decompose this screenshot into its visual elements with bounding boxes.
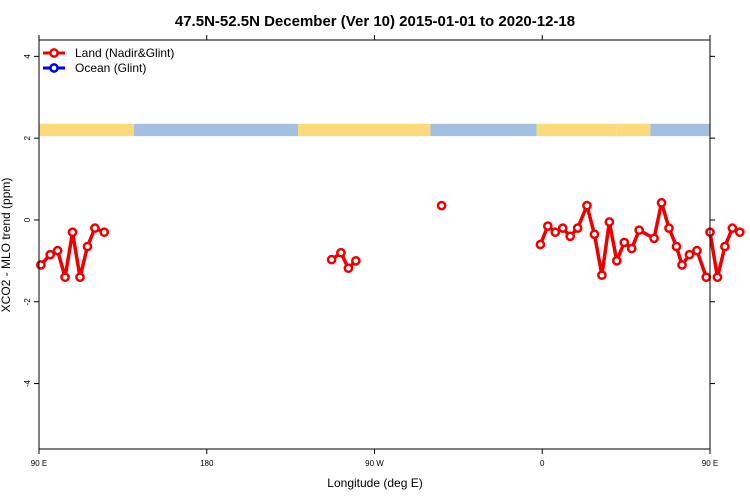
data-point	[75, 272, 85, 283]
legend-marker	[49, 48, 59, 58]
x-axis: 90 E 180 90 W 0 90 E	[31, 35, 718, 468]
strip-land-segment	[536, 123, 617, 137]
data-point	[99, 227, 110, 238]
data-point	[734, 227, 745, 238]
data-point	[684, 249, 695, 260]
data-point	[326, 254, 337, 265]
data-point	[60, 272, 70, 283]
data-point	[597, 270, 607, 281]
data-point	[656, 197, 667, 208]
series-line	[538, 201, 708, 278]
data-point	[671, 241, 682, 252]
data-point	[582, 200, 592, 211]
strip-ocean-segment	[650, 123, 710, 137]
data-point	[535, 239, 546, 250]
data-point	[692, 245, 702, 256]
data-point	[649, 233, 659, 244]
data-point	[677, 260, 687, 270]
data-point	[626, 243, 637, 254]
data-point	[604, 217, 615, 227]
data-point	[336, 247, 346, 258]
y-tick-label: 2	[23, 135, 32, 140]
series-line	[330, 250, 358, 270]
y-axis: 4 2 0 -2 -4	[23, 54, 715, 387]
data-point	[82, 241, 93, 252]
y-tick-label: 0	[23, 217, 32, 222]
data-point	[550, 227, 561, 238]
y-tick-label: -2	[23, 298, 32, 306]
x-tick-label: 0	[540, 459, 545, 468]
data-point	[664, 223, 674, 233]
data-point	[619, 237, 630, 248]
data-series	[36, 197, 745, 283]
strip-ocean-segment	[430, 123, 537, 137]
x-axis-label: Longitude (deg E)	[327, 476, 422, 490]
data-point	[727, 223, 738, 233]
data-point	[634, 225, 645, 236]
strip-ocean-segment	[134, 123, 299, 137]
plot-frame	[38, 39, 711, 450]
land-ocean-strip	[39, 123, 710, 137]
data-point	[52, 245, 63, 256]
data-point	[351, 256, 361, 266]
data-point	[565, 231, 576, 242]
data-point	[712, 272, 723, 283]
data-point	[589, 229, 600, 240]
data-point	[611, 256, 622, 266]
y-tick-label: -4	[23, 379, 32, 387]
x-tick-label: 90 E	[31, 459, 47, 468]
legend-marker	[49, 63, 59, 73]
x-tick-label: 180	[200, 459, 214, 468]
legend-label: Land (Nadir&Glint)	[75, 46, 174, 60]
data-point	[436, 200, 447, 211]
legend: Land (Nadir&Glint)Ocean (Glint)	[43, 46, 174, 75]
data-point	[343, 263, 354, 274]
data-point	[67, 227, 78, 238]
y-axis-label: XCO2 - MLO trend (ppm)	[0, 178, 13, 313]
data-point	[90, 223, 100, 233]
data-point	[36, 260, 46, 270]
data-point	[557, 223, 568, 233]
strip-land-segment	[39, 123, 135, 137]
legend-label: Ocean (Glint)	[75, 61, 146, 75]
y-tick-label: 4	[23, 54, 32, 59]
data-point	[572, 223, 583, 233]
x-tick-label: 90 W	[365, 459, 384, 468]
strip-land-segment	[616, 123, 651, 137]
data-point	[542, 221, 553, 231]
series-line	[708, 226, 741, 279]
data-point	[720, 241, 730, 252]
x-tick-label: 90 E	[702, 459, 718, 468]
data-point	[701, 272, 712, 283]
data-point	[45, 249, 56, 260]
strip-land-segment	[298, 123, 431, 137]
chart-title: 47.5N-52.5N December (Ver 10) 2015-01-01…	[175, 13, 575, 30]
